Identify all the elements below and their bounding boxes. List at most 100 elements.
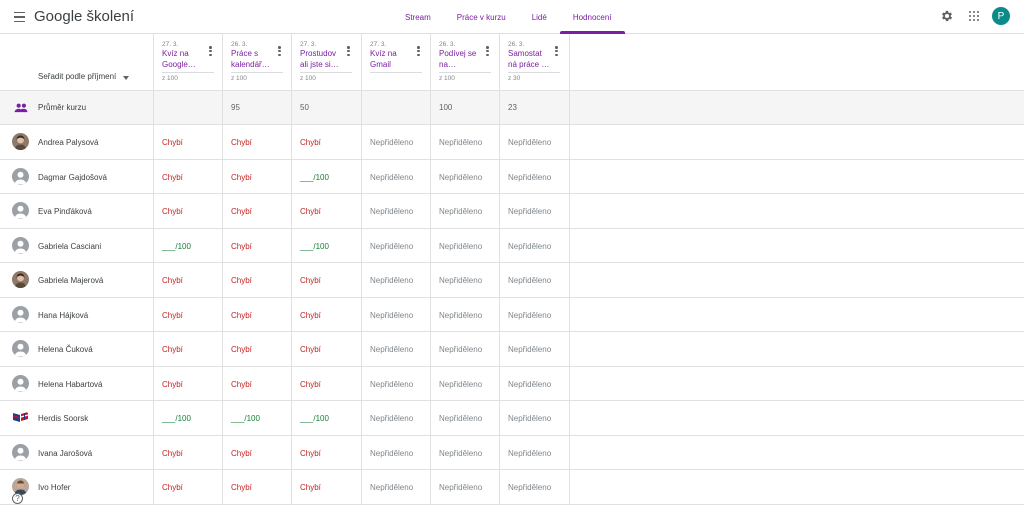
avatar[interactable] (12, 236, 29, 254)
grade-cell[interactable]: Chybí (231, 345, 252, 354)
sort-dropdown[interactable]: Seřadit podle příjmení (38, 72, 117, 81)
student-name[interactable]: Helena Habartová (38, 379, 103, 389)
grade-cell[interactable]: ___/100 (300, 414, 329, 423)
grade-cell[interactable]: Nepřiděleno (508, 448, 552, 458)
grade-cell[interactable]: Chybí (300, 207, 321, 216)
grade-cell[interactable]: Chybí (162, 345, 183, 354)
grade-cell[interactable]: Nepřiděleno (439, 310, 483, 320)
grade-cell[interactable]: Chybí (231, 310, 252, 320)
grade-cell[interactable]: ___/100 (162, 414, 191, 423)
grade-cell[interactable]: Chybí (162, 276, 183, 285)
assignment-title[interactable]: Prostudov ali jste si… (300, 49, 348, 70)
avatar[interactable] (12, 374, 29, 392)
grade-cell[interactable]: Nepřiděleno (370, 138, 414, 147)
tab-grades[interactable]: Hodnocení (559, 0, 625, 34)
grade-cell[interactable]: Chybí (231, 172, 252, 182)
assignment-title[interactable]: Kvíz na Gmail (370, 49, 418, 70)
grade-cell[interactable]: Chybí (300, 310, 321, 320)
grade-cell[interactable]: Nepřiděleno (370, 379, 414, 389)
assignment-header[interactable]: 26. 3. Podívej se na… z 100 (430, 34, 500, 90)
grade-cell[interactable]: Chybí (231, 448, 252, 458)
menu-icon[interactable] (8, 6, 30, 28)
grade-cell[interactable]: Chybí (300, 345, 321, 354)
grade-cell[interactable]: Chybí (231, 138, 252, 147)
assignment-title[interactable]: Práce s kalendář… (231, 49, 279, 70)
tab-classwork[interactable]: Práce v kurzu (456, 12, 506, 22)
grade-cell[interactable]: ___/100 (162, 241, 191, 251)
student-name[interactable]: Andrea Palysová (38, 138, 99, 147)
assignment-header[interactable]: 26. 3. Samostat ná práce … z 30 (499, 34, 569, 90)
more-vert-icon[interactable] (209, 46, 212, 56)
grade-cell[interactable]: Nepřiděleno (370, 310, 414, 320)
student-name[interactable]: Gabriela Casciani (38, 241, 102, 251)
avatar[interactable] (12, 409, 29, 426)
gear-icon[interactable] (940, 9, 954, 23)
assignment-header[interactable]: 27. 3. Kvíz na Gmail (361, 34, 431, 90)
grade-cell[interactable]: Nepřiděleno (439, 138, 483, 147)
grade-cell[interactable]: Nepřiděleno (370, 207, 414, 216)
assignment-header[interactable]: 26. 3. Práce s kalendář… z 100 (222, 34, 292, 90)
grade-cell[interactable]: Chybí (162, 172, 183, 182)
grade-cell[interactable]: ___/100 (231, 414, 260, 423)
grade-cell[interactable]: Chybí (162, 448, 183, 458)
grade-cell[interactable]: Nepřiděleno (439, 483, 483, 492)
grade-cell[interactable]: Nepřiděleno (508, 379, 552, 389)
avatar[interactable] (12, 133, 29, 150)
grade-cell[interactable]: Chybí (162, 207, 183, 216)
grade-cell[interactable]: Nepřiděleno (370, 241, 414, 251)
grade-cell[interactable]: Chybí (300, 276, 321, 285)
avatar[interactable] (12, 202, 29, 219)
grade-cell[interactable]: Nepřiděleno (508, 414, 552, 423)
grade-cell[interactable]: Chybí (231, 207, 252, 216)
grade-cell[interactable]: Chybí (162, 138, 183, 147)
more-vert-icon[interactable] (417, 46, 420, 56)
grade-cell[interactable]: Nepřiděleno (439, 345, 483, 354)
avatar[interactable] (12, 271, 29, 288)
more-vert-icon[interactable] (278, 46, 281, 56)
grade-cell[interactable]: Nepřiděleno (439, 172, 483, 182)
more-vert-icon[interactable] (555, 46, 558, 56)
grade-cell[interactable]: Nepřiděleno (508, 241, 552, 251)
grade-cell[interactable]: Nepřiděleno (370, 448, 414, 458)
grade-cell[interactable]: Nepřiděleno (508, 483, 552, 492)
grade-cell[interactable]: Nepřiděleno (439, 448, 483, 458)
grade-cell[interactable]: Nepřiděleno (508, 207, 552, 216)
avatar[interactable] (12, 167, 29, 185)
grade-cell[interactable]: Chybí (300, 483, 321, 492)
grade-cell[interactable]: Nepřiděleno (439, 379, 483, 389)
grade-cell[interactable]: Nepřiděleno (508, 310, 552, 320)
grade-cell[interactable]: Nepřiděleno (370, 483, 414, 492)
grade-cell[interactable]: Chybí (162, 379, 183, 389)
grade-cell[interactable]: Nepřiděleno (439, 241, 483, 251)
grade-cell[interactable]: Chybí (300, 379, 321, 389)
tab-stream[interactable]: Stream (405, 12, 431, 22)
tab-people[interactable]: Lidé (531, 12, 547, 22)
grade-cell[interactable]: Nepřiděleno (439, 276, 483, 285)
apps-grid-icon[interactable] (969, 11, 979, 21)
grade-cell[interactable]: Nepřiděleno (508, 138, 552, 147)
avatar[interactable] (12, 305, 29, 323)
avatar[interactable] (12, 443, 29, 461)
assignment-header[interactable]: 27. 3. Prostudov ali jste si… z 100 (291, 34, 361, 90)
avatar[interactable] (12, 478, 29, 495)
assignment-title[interactable]: Samostat ná práce … (508, 49, 556, 70)
grade-cell[interactable]: Nepřiděleno (370, 172, 414, 182)
help-icon[interactable]: ? (12, 493, 23, 504)
grade-cell[interactable]: Nepřiděleno (508, 276, 552, 285)
student-name[interactable]: Ivana Jarošová (38, 448, 93, 458)
avatar[interactable] (12, 340, 29, 357)
student-name[interactable]: Eva Pinďáková (38, 207, 92, 216)
grade-cell[interactable]: ___/100 (300, 241, 329, 251)
grade-cell[interactable]: Nepřiděleno (508, 345, 552, 354)
more-vert-icon[interactable] (347, 46, 350, 56)
student-name[interactable]: Dagmar Gajdošová (38, 172, 107, 182)
grade-cell[interactable]: Nepřiděleno (370, 276, 414, 285)
student-name[interactable]: Helena Čuková (38, 345, 93, 354)
more-vert-icon[interactable] (486, 46, 489, 56)
student-name[interactable]: Herdis Soorsk (38, 414, 89, 423)
grade-cell[interactable]: Chybí (231, 241, 252, 251)
grade-cell[interactable]: Chybí (231, 379, 252, 389)
assignment-header[interactable]: 27. 3. Kvíz na Google… z 100 (153, 34, 223, 90)
assignment-title[interactable]: Podívej se na… (439, 49, 487, 70)
student-name[interactable]: Hana Hájková (38, 310, 89, 320)
